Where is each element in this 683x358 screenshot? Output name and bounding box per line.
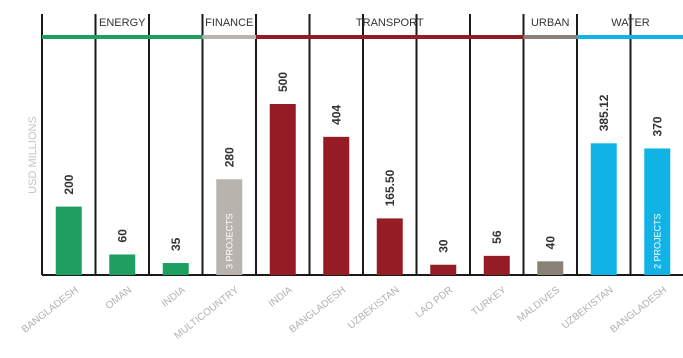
bar-energy-bangladesh [55, 206, 82, 275]
bar-transport-turkey [483, 255, 510, 275]
category-label: BANGLADESH [608, 285, 669, 336]
sector-band-urban [523, 35, 577, 39]
bar-energy-india [162, 263, 189, 275]
sector-label-urban: URBAN [531, 17, 570, 29]
value-label: 30 [436, 239, 450, 253]
bar-water-uzbekistan [590, 143, 617, 275]
value-label: 500 [276, 72, 290, 92]
bar-water-bangladesh [644, 148, 671, 275]
value-label: 200 [62, 174, 76, 194]
category-label: INDIA [267, 284, 295, 309]
category-label: BANGLADESH [287, 285, 348, 336]
sector-band-transport [256, 35, 524, 39]
value-label: 60 [115, 229, 129, 243]
sector-label-transport: TRANSPORT [356, 17, 424, 29]
value-label: 280 [222, 147, 236, 167]
y-axis-label: USD MILLIONS [27, 116, 39, 194]
sector-band-water [577, 35, 683, 39]
value-label: 370 [650, 116, 664, 136]
sector-label-finance: FINANCE [205, 17, 253, 29]
category-label: UZBEKISTAN [560, 285, 616, 332]
bar-transport-bangladesh [323, 136, 350, 275]
value-label: 40 [543, 236, 557, 250]
category-label: OMAN [104, 285, 134, 312]
category-label: MALDIVES [515, 284, 562, 324]
value-label: 56 [490, 230, 504, 244]
value-label: 165.50 [383, 169, 397, 206]
category-label: LAO PDR [414, 285, 455, 321]
category-label: INDIA [160, 284, 188, 309]
category-label: TURKEY [470, 284, 509, 318]
bar-note-label: 2 PROJECTS [652, 213, 662, 269]
bar-layer [55, 104, 671, 275]
sector-label-water: WATER [611, 17, 650, 29]
bar-transport-lao-pdr [430, 264, 457, 275]
value-label: 35 [169, 237, 183, 251]
bar-note-label: 3 PROJECTS [224, 213, 234, 269]
sector-header-layer: ENERGY FINANCE TRANSPORT URBAN WATER [42, 17, 683, 39]
category-label: UZBEKISTAN [346, 285, 402, 332]
grid-layer [41, 14, 683, 276]
value-label: 385.12 [597, 94, 611, 131]
sector-band-finance [202, 35, 256, 39]
value-label: 404 [329, 104, 343, 124]
sector-band-energy [42, 35, 203, 39]
bar-transport-india [269, 104, 296, 275]
bar-finance-multicountry [216, 179, 243, 275]
sector-label-energy: ENERGY [99, 17, 146, 29]
bar-transport-uzbekistan [376, 218, 403, 275]
bar-energy-oman [109, 254, 136, 275]
category-label: BANGLADESH [20, 285, 81, 336]
bar-urban-maldives [537, 261, 564, 275]
